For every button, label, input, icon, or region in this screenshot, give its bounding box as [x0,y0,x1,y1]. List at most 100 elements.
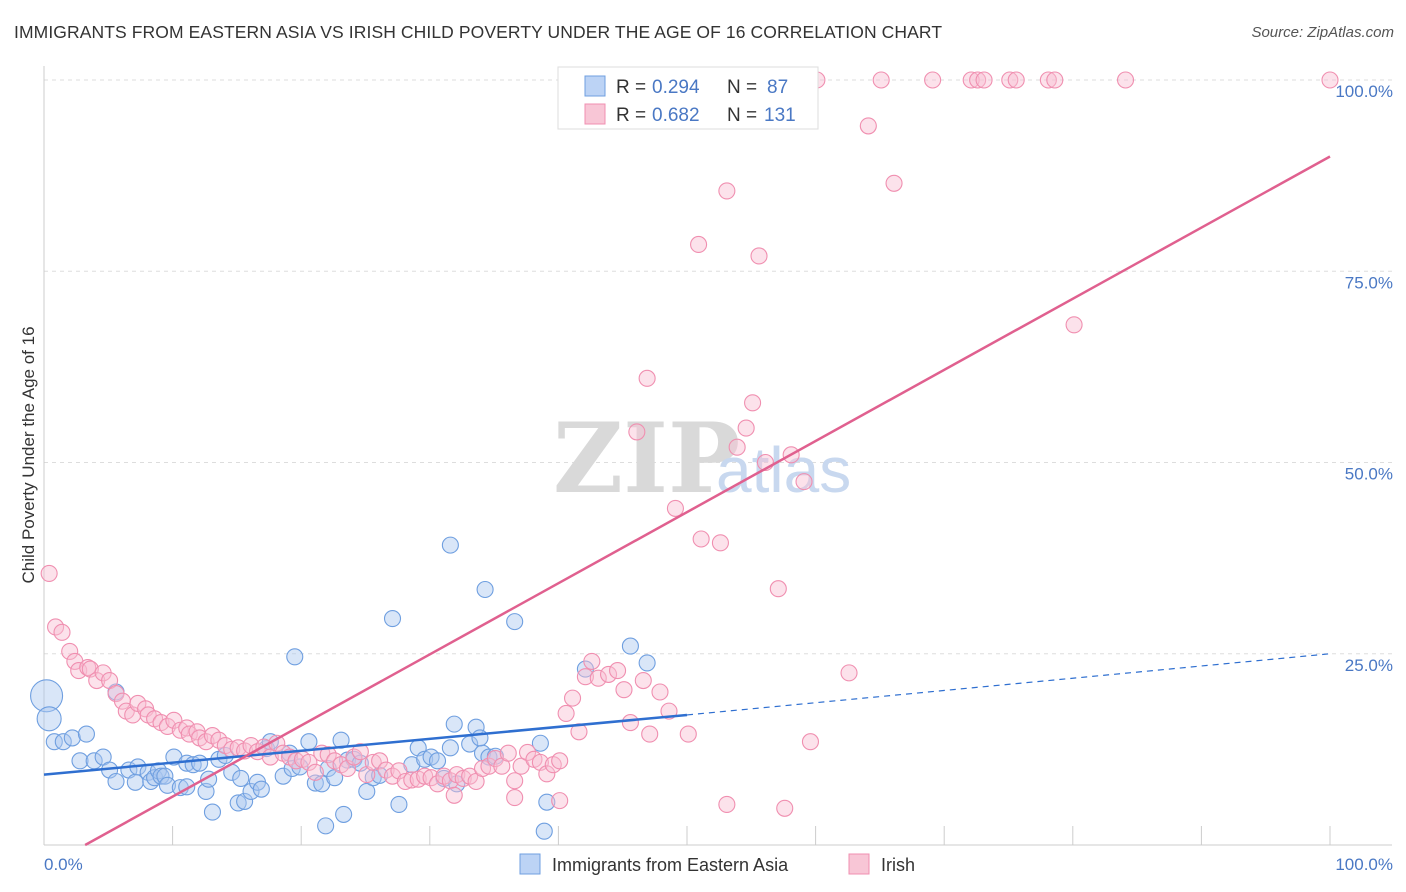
y-axis-label: Child Poverty Under the Age of 16 [19,326,38,583]
point-eastern-asia [242,782,260,801]
x-tick-label: 100.0% [1335,855,1393,874]
point-irish [692,530,710,548]
point-irish [718,795,736,814]
point-irish [445,786,463,804]
point-irish [538,765,556,783]
point-irish [351,743,369,761]
watermark: ZIP atlas [553,402,851,515]
point-eastern-asia [36,706,62,732]
point-irish [1001,71,1019,89]
point-irish [1116,71,1135,89]
point-eastern-asia [77,725,95,743]
point-irish [615,681,633,699]
point-irish [499,744,517,762]
trend-line-eastern-asia [43,713,688,776]
point-irish [390,762,408,780]
point-irish [924,71,942,89]
point-eastern-asia [441,739,459,757]
point-irish [583,652,601,670]
point-eastern-asia [158,776,177,794]
point-eastern-asia [441,536,459,554]
point-irish [737,419,755,437]
point-eastern-asia [216,746,234,765]
point-eastern-asia [538,793,556,811]
point-irish [506,789,524,807]
point-eastern-asia [63,729,81,747]
point-eastern-asia [621,637,639,655]
point-irish [40,564,58,582]
point-eastern-asia [476,580,494,599]
point-irish [711,534,729,552]
point-irish [679,725,697,743]
point-irish [518,743,537,761]
point-irish [576,668,594,686]
point-irish [589,669,607,687]
point-eastern-asia [535,822,553,840]
point-irish [666,499,684,517]
point-irish [396,772,414,791]
point-eastern-asia [252,780,270,798]
source-label: Source: ZipAtlas.com [1251,24,1394,41]
point-irish [638,369,656,387]
stats-n-label-1: N = [727,105,757,126]
point-eastern-asia [54,733,72,751]
point-eastern-asia [45,733,63,751]
point-eastern-asia [638,654,656,672]
legend-swatch-immigrants [519,853,541,875]
point-eastern-asia [531,734,549,752]
stats-legend: R = 0.294 N = 87 R = 0.682 N = 131 [557,66,819,130]
point-irish [795,473,813,491]
point-eastern-asia [471,729,489,747]
point-irish [416,767,434,785]
point-eastern-asia [358,782,376,801]
point-eastern-asia [71,752,89,770]
point-irish [53,623,71,641]
point-eastern-asia [236,792,254,810]
y-tick-label: 25.0% [1345,656,1393,675]
trend-lines [43,155,1331,847]
bottom-legend: Immigrants from Eastern Asia Irish [519,853,915,875]
point-eastern-asia [445,715,463,733]
legend-label-immigrants: Immigrants from Eastern Asia [552,855,789,875]
point-eastern-asia [107,772,125,791]
point-irish [840,664,858,682]
point-irish [885,174,903,192]
point-irish [969,71,987,89]
series-irish [40,71,1339,817]
point-irish [454,769,472,787]
point-irish [872,71,890,89]
point-irish [377,761,395,779]
point-irish [319,746,337,764]
point-irish [690,235,708,254]
point-irish [628,423,646,441]
point-irish [61,642,79,661]
stats-n-label-0: N = [727,77,757,98]
point-irish [171,721,189,739]
point-irish [718,182,736,200]
point-eastern-asia [390,795,408,814]
point-irish [422,769,440,787]
point-eastern-asia [191,754,209,772]
point-irish [744,394,762,412]
point-irish [306,763,324,781]
point-irish [551,792,569,810]
legend-label-irish: Irish [881,855,915,875]
point-eastern-asia [383,610,402,628]
point-irish [563,689,582,707]
y-tick-label: 100.0% [1335,82,1393,101]
point-irish [801,733,820,751]
tick-labels: 25.0% 50.0% 75.0% 100.0% 0.0% 100.0% [44,82,1393,874]
point-eastern-asia [30,679,64,713]
point-irish [962,71,980,89]
legend-swatch-irish [848,853,870,875]
point-irish [641,725,659,743]
point-irish [769,580,787,598]
point-irish [609,662,627,680]
point-eastern-asia [300,733,318,751]
point-irish [859,117,877,135]
watermark-zip: ZIP [553,402,740,515]
point-irish [750,247,768,265]
point-irish [300,753,318,771]
point-eastern-asia [232,769,250,787]
point-irish [1007,71,1025,89]
